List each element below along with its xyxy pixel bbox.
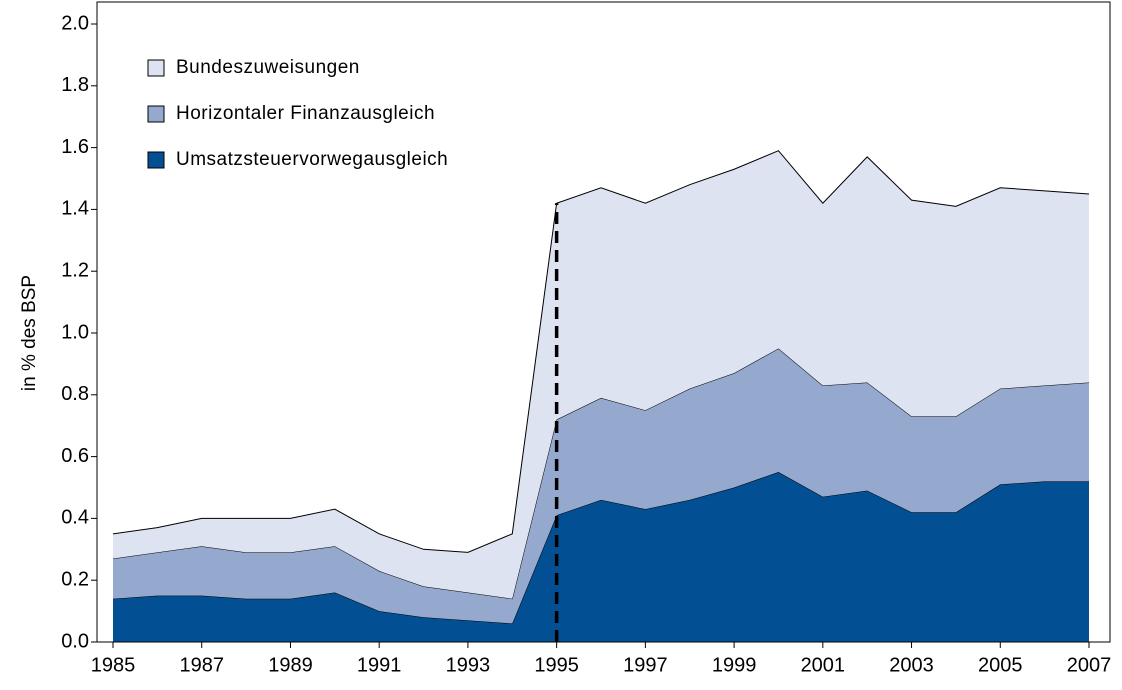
- legend-swatch: [147, 151, 165, 169]
- x-tick-label: 2005: [978, 654, 1023, 676]
- x-tick-label: 1995: [534, 654, 579, 676]
- legend-label: Horizontaler Finanzausgleich: [176, 103, 435, 124]
- x-tick-label: 2003: [889, 654, 934, 676]
- x-tick-label: 1985: [91, 654, 136, 676]
- y-tick-label: 0.2: [61, 568, 89, 590]
- legend-swatch: [147, 59, 165, 77]
- y-axis-label: in % des BSP: [19, 275, 40, 391]
- y-tick-label: 1.0: [61, 321, 89, 343]
- x-tick-label: 1997: [623, 654, 668, 676]
- y-tick-label: 1.2: [61, 259, 89, 281]
- area-edge: [112, 150, 1090, 553]
- y-tick-label: 0.6: [61, 445, 89, 467]
- x-tick-label: 1987: [179, 654, 224, 676]
- area: [113, 150, 1089, 599]
- x-tick-label: 1991: [357, 654, 402, 676]
- area: [113, 472, 1089, 642]
- plot-frame: [96, 1, 1111, 643]
- legend-label: Umsatzsteuervorwegausgleich: [176, 149, 448, 170]
- x-tick-label: 1993: [446, 654, 491, 676]
- area: [113, 348, 1089, 624]
- x-tick-label: 2007: [1067, 654, 1112, 676]
- x-tick-label: 1989: [268, 654, 313, 676]
- y-tick-label: 0.8: [61, 383, 89, 405]
- y-tick-label: 0.0: [61, 630, 89, 652]
- y-tick-label: 1.6: [61, 136, 89, 158]
- y-tick-label: 2.0: [61, 12, 89, 34]
- legend-swatch: [147, 105, 165, 123]
- x-tick-label: 1999: [712, 654, 757, 676]
- x-tick-label: 2001: [801, 654, 846, 676]
- y-tick-label: 0.4: [61, 507, 89, 529]
- legend-label: Bundeszuweisungen: [176, 57, 360, 78]
- y-tick-label: 1.4: [61, 198, 89, 220]
- y-tick-label: 1.8: [61, 74, 89, 96]
